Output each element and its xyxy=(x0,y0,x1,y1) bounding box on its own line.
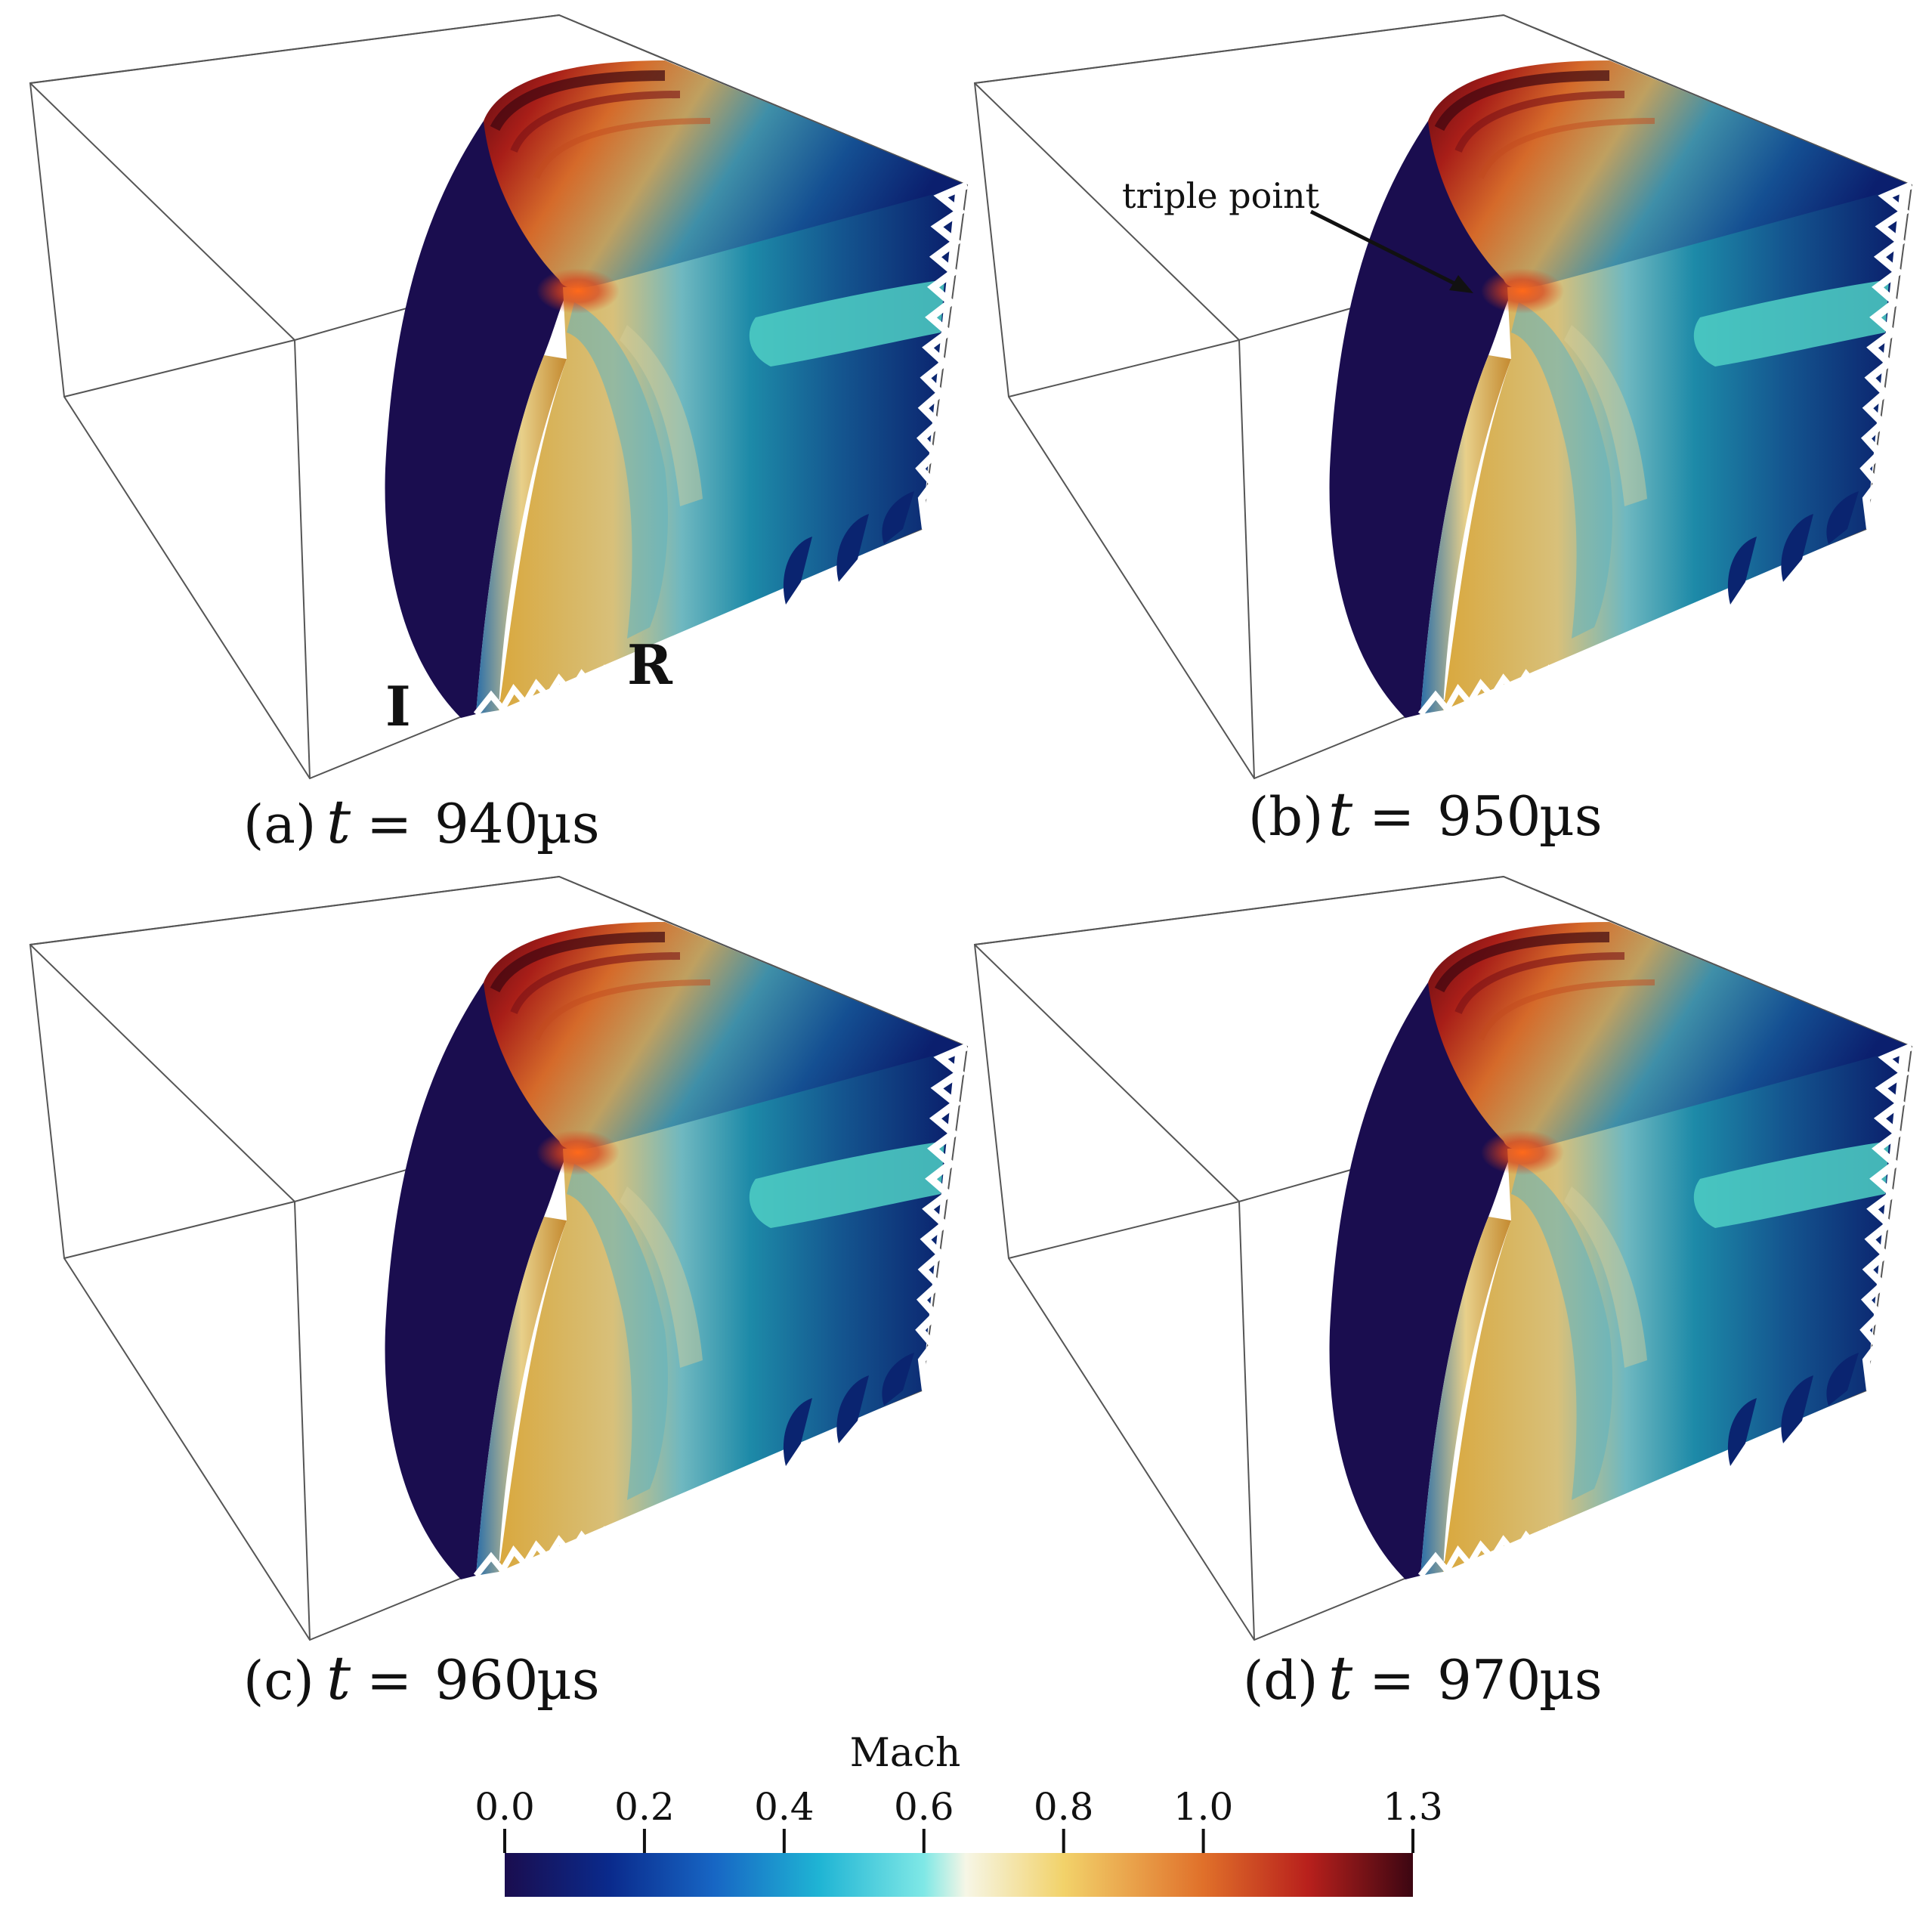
colorbar-tick-label: 1.0 xyxy=(1173,1785,1234,1829)
svg-text:t: t xyxy=(1328,1643,1353,1713)
svg-text:960: 960 xyxy=(434,1648,538,1712)
caption-c: (c) t = 960 µs xyxy=(243,1643,600,1713)
annotation-reflected-label: R xyxy=(627,633,673,697)
svg-text:=: = xyxy=(366,1648,412,1712)
annotation-incident-label: I xyxy=(385,674,411,738)
svg-text:940: 940 xyxy=(434,792,538,855)
colorbar-tick-label: 0.8 xyxy=(1034,1785,1094,1829)
svg-text:970: 970 xyxy=(1437,1648,1541,1712)
svg-text:=: = xyxy=(366,792,412,855)
caption-b: (b) t = 950 µs xyxy=(1248,779,1603,849)
colorbar-tick-label: 0.4 xyxy=(754,1785,815,1829)
svg-text:t: t xyxy=(326,1643,351,1713)
svg-text:µs: µs xyxy=(536,1648,600,1712)
svg-text:µs: µs xyxy=(1539,1648,1603,1712)
svg-text:=: = xyxy=(1369,784,1414,848)
colorbar-title: Mach xyxy=(850,1731,961,1776)
svg-text:(c): (c) xyxy=(243,1650,314,1712)
svg-text:(a): (a) xyxy=(243,793,316,855)
colorbar-ticks: 0.0 0.2 0.4 0.6 0.8 1.0 1.3 xyxy=(474,1785,1443,1853)
annotation-triple-point: triple point xyxy=(1122,175,1320,216)
caption-a: (a) t = 940 µs xyxy=(243,787,600,857)
svg-text:µs: µs xyxy=(536,792,600,855)
caption-d: (d) t = 970 µs xyxy=(1243,1643,1603,1713)
svg-text:(b): (b) xyxy=(1248,786,1323,848)
colorbar: Mach 0.0 0.2 0.4 0.6 0.8 1.0 1.3 xyxy=(474,1731,1443,1897)
panel-c: (c) t = 960 µs xyxy=(30,877,967,1713)
panel-a: I R (a) t = 940 µs xyxy=(30,15,967,857)
colorbar-bar xyxy=(505,1853,1413,1897)
svg-text:t: t xyxy=(326,787,351,857)
svg-text:µs: µs xyxy=(1539,784,1603,848)
svg-text:950: 950 xyxy=(1437,784,1541,848)
triple-point-arrowhead xyxy=(1449,275,1473,293)
colorbar-tick-label: 0.2 xyxy=(614,1785,675,1829)
colorbar-tick-label: 1.3 xyxy=(1383,1785,1443,1829)
panel-d: (d) t = 970 µs xyxy=(975,877,1912,1713)
colorbar-tick-label: 0.0 xyxy=(474,1785,535,1829)
svg-text:t: t xyxy=(1328,779,1353,849)
colorbar-tick-label: 0.6 xyxy=(894,1785,954,1829)
triple-point-arrow xyxy=(1309,209,1471,293)
panel-b: triple point (b) t = 950 µs xyxy=(975,15,1912,849)
svg-text:(d): (d) xyxy=(1243,1650,1318,1712)
svg-text:=: = xyxy=(1369,1648,1414,1712)
